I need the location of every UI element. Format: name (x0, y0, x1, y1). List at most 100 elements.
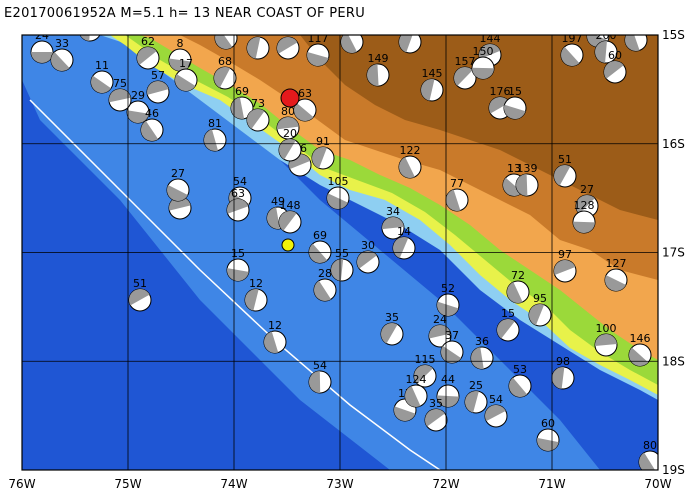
focal-mechanism: 197 (560, 35, 584, 67)
event-depth-label: 122 (400, 144, 421, 157)
focal-mechanism: 63 (293, 87, 317, 122)
event-depth-label: 145 (422, 67, 443, 80)
longitude-tick-label: 74W (220, 477, 247, 491)
event-depth-label: 24 (35, 29, 49, 42)
longitude-tick-label: 73W (326, 477, 353, 491)
event-depth-label: 146 (630, 332, 651, 345)
event-depth-label: 69 (235, 85, 249, 98)
event-depth-label: 150 (473, 45, 494, 58)
focal-mechanism: 200 (594, 29, 618, 64)
beachball-compression-quadrant (246, 36, 261, 59)
focal-mechanism: 30 (356, 239, 380, 274)
beachball-compression-quadrant (167, 185, 188, 201)
event-depth-label: 72 (511, 269, 525, 282)
beachball-compression-quadrant (175, 74, 196, 91)
event-depth-label: 8 (177, 37, 184, 50)
beachball-compression-quadrant (399, 157, 415, 178)
focal-mechanism: 36 (470, 335, 494, 370)
beachball-compression-quadrant (489, 97, 510, 114)
event-depth-label: 148 (280, 199, 301, 212)
beachball-compression-quadrant (31, 52, 53, 63)
event-depth-label: 134 (400, 19, 421, 32)
beachball-compression-quadrant (507, 282, 523, 303)
event-depth-label: 115 (415, 353, 436, 366)
focal-mechanism: 122 (398, 144, 422, 179)
event-depth-label: 55 (335, 247, 349, 260)
focal-mechanism: 53 (508, 363, 532, 398)
event-depth-label: 97 (558, 248, 572, 261)
latitude-tick-label: 19S (662, 463, 685, 477)
beachball-compression-quadrant (425, 409, 445, 427)
focal-mechanism: 33 (50, 37, 74, 72)
focal-mechanism: 68 (213, 55, 237, 90)
beachball-compression-quadrant (127, 110, 149, 123)
beachball-compression-quadrant (91, 75, 112, 93)
focal-mechanism: 97 (553, 248, 577, 283)
event-depth-label: 51 (558, 153, 572, 166)
event-depth-label: 257 (626, 17, 647, 30)
event-depth-label: 11 (95, 59, 109, 72)
beachball-compression-quadrant (214, 67, 231, 88)
beachball-compression-quadrant (341, 35, 357, 53)
focal-mechanism: 69 (308, 229, 332, 264)
event-depth-label: 37 (445, 329, 459, 342)
event-depth-label: 44 (441, 373, 455, 386)
event-depth-label: 139 (517, 162, 538, 175)
beachball-compression-quadrant (356, 250, 377, 269)
event-depth-label: 93 (251, 25, 265, 38)
beachball-compression-quadrant (327, 193, 348, 209)
beachball-compression-quadrant (312, 147, 327, 169)
focal-mechanism: 257 (624, 17, 648, 52)
focal-mechanism: 15 (496, 307, 520, 342)
event-depth-label: 20 (283, 127, 297, 140)
event-depth-label: 176 (490, 85, 511, 98)
focal-mechanism: 127 (604, 257, 628, 292)
focal-mechanism: 24 (428, 313, 452, 348)
event-depth-label: 80 (281, 105, 295, 118)
beachball-compression-quadrant (576, 194, 595, 214)
event-depth-label: 14 (397, 225, 411, 238)
beachball-compression-quadrant (294, 102, 314, 121)
focal-mechanism: 95 (528, 292, 552, 327)
focal-mechanism: 51 (553, 153, 577, 188)
beachball-compression-quadrant (264, 331, 279, 353)
latitude-tick-label: 15S (662, 28, 685, 42)
focal-mechanism: 11 (90, 59, 114, 94)
event-depth-label: 73 (251, 97, 265, 110)
focal-mechanism: 139 (515, 162, 539, 197)
event-depth-label: 63 (231, 187, 245, 200)
beachball-compression-quadrant (128, 288, 150, 306)
event-depth-label: 51 (133, 277, 147, 290)
beachball-compression-quadrant (529, 303, 545, 326)
event-depth-label: 52 (441, 282, 455, 295)
event-depth-label: 200 (596, 29, 617, 42)
beachball-compression-quadrant (307, 51, 329, 66)
focal-mechanism: 35 (380, 311, 404, 346)
beachball-compression-quadrant (554, 165, 571, 186)
focal-mechanism: 12 (263, 319, 287, 354)
beachball-compression-quadrant (595, 334, 617, 346)
event-depth-label: 37 (83, 7, 97, 20)
beachball-compression-quadrant (109, 89, 131, 103)
focal-mechanism: 35 (424, 397, 448, 432)
beachball-compression-quadrant (137, 47, 157, 65)
event-depth-label: 80 (643, 439, 657, 452)
event-depth-label: 15 (231, 247, 245, 260)
focal-mechanism: 73 (246, 97, 270, 132)
event-depth-label: 108 (216, 15, 237, 28)
beachball-compression-quadrant (80, 35, 90, 41)
event-depth-label: 105 (328, 175, 349, 188)
event-depth-label: 35 (429, 397, 443, 410)
focal-mechanism: 37 (79, 7, 101, 42)
event-depth-label: 111 (342, 19, 363, 32)
beachball-compression-quadrant (147, 81, 169, 95)
beachball-compression-quadrant (537, 437, 559, 451)
latitude-tick-label: 18S (662, 354, 685, 368)
focal-mechanism: 117 (306, 35, 330, 67)
beachball-compression-quadrant (314, 280, 331, 301)
focal-mechanism: 115 (413, 353, 437, 388)
focal-mechanism: 93 (246, 25, 270, 60)
beachball-compression-quadrant (625, 35, 640, 51)
map-frame (21, 34, 659, 471)
event-depth-label: 69 (313, 229, 327, 242)
